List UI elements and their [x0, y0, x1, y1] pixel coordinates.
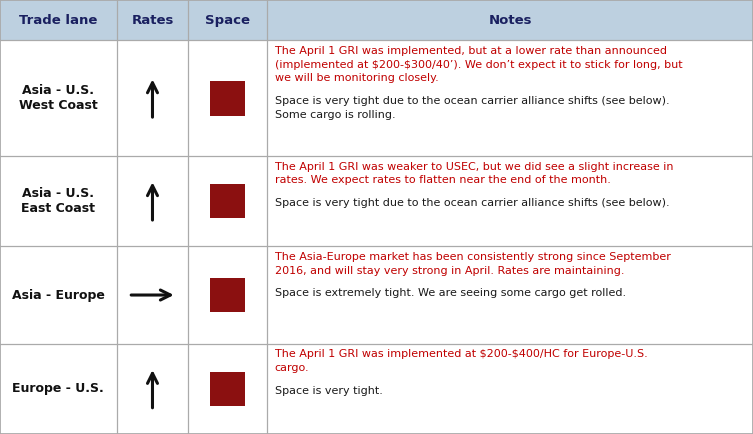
Bar: [188, 40, 267, 156]
Bar: [267, 0, 753, 40]
Bar: [117, 344, 188, 434]
Text: Asia - Europe: Asia - Europe: [12, 289, 105, 302]
Text: Asia - U.S.
West Coast: Asia - U.S. West Coast: [19, 84, 98, 112]
Text: Rates: Rates: [131, 14, 174, 27]
Bar: [210, 372, 245, 406]
Bar: [267, 156, 753, 246]
Bar: [267, 344, 753, 434]
Bar: [117, 0, 188, 40]
Text: Space is very tight due to the ocean carrier alliance shifts (see below).
Some c: Space is very tight due to the ocean car…: [275, 96, 669, 120]
Bar: [210, 278, 245, 312]
Bar: [117, 156, 188, 246]
Text: Space is very tight.: Space is very tight.: [275, 386, 383, 396]
Text: The Asia-Europe market has been consistently strong since September
2016, and wi: The Asia-Europe market has been consiste…: [275, 252, 671, 276]
Text: The April 1 GRI was implemented at \$200-\$400/HC for Europe-U.S.
cargo.: The April 1 GRI was implemented at \$200…: [275, 349, 648, 373]
Bar: [0, 344, 117, 434]
Bar: [0, 156, 117, 246]
Bar: [188, 156, 267, 246]
Bar: [210, 81, 245, 115]
Bar: [267, 246, 753, 344]
Text: The April 1 GRI was weaker to USEC, but we did see a slight increase in
rates. W: The April 1 GRI was weaker to USEC, but …: [275, 162, 673, 185]
Bar: [188, 0, 267, 40]
Bar: [210, 184, 245, 218]
Bar: [188, 246, 267, 344]
Bar: [0, 246, 117, 344]
Bar: [0, 0, 117, 40]
Bar: [188, 344, 267, 434]
Text: Asia - U.S.
East Coast: Asia - U.S. East Coast: [21, 187, 96, 215]
Text: Trade lane: Trade lane: [19, 14, 98, 27]
Text: Space: Space: [206, 14, 250, 27]
Text: Space is very tight due to the ocean carrier alliance shifts (see below).: Space is very tight due to the ocean car…: [275, 198, 669, 208]
Bar: [117, 40, 188, 156]
Bar: [267, 40, 753, 156]
Text: The April 1 GRI was implemented, but at a lower rate than announced
(implemented: The April 1 GRI was implemented, but at …: [275, 46, 682, 83]
Text: Space is extremely tight. We are seeing some cargo get rolled.: Space is extremely tight. We are seeing …: [275, 288, 626, 298]
Text: Notes: Notes: [489, 14, 532, 27]
Bar: [0, 40, 117, 156]
Bar: [117, 246, 188, 344]
Text: Europe - U.S.: Europe - U.S.: [13, 382, 104, 395]
